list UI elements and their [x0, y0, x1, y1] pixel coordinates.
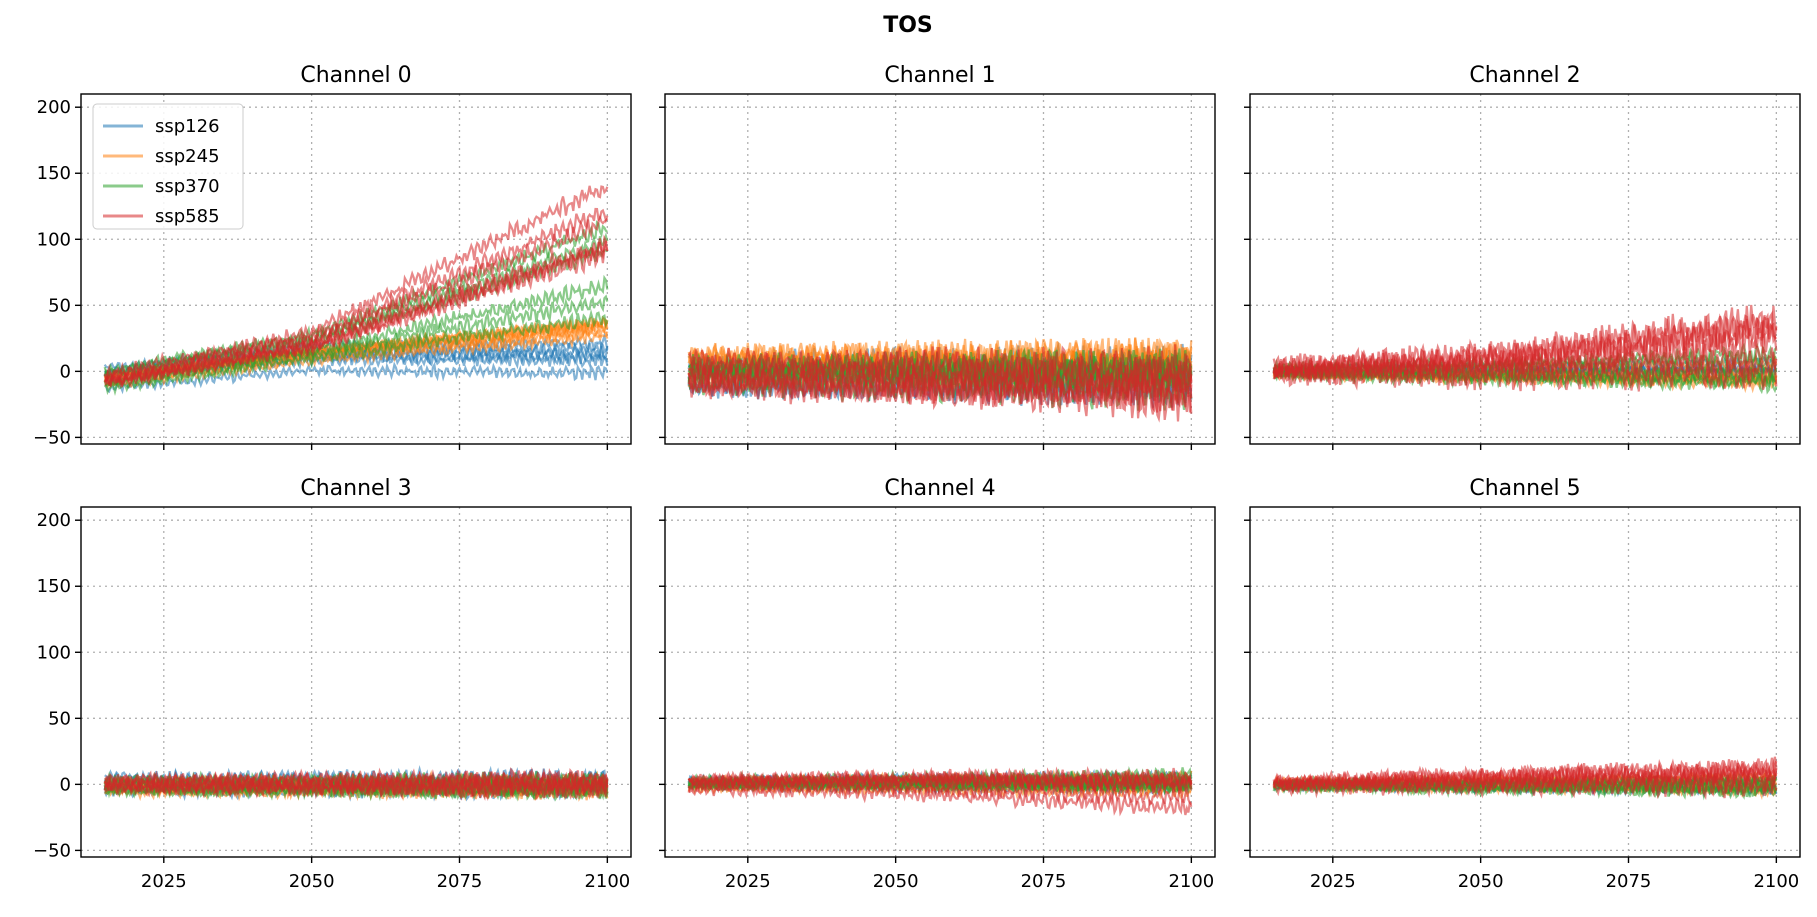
series-line-ssp126 [104, 361, 609, 395]
x-tick-label: 2025 [725, 871, 771, 892]
y-tick-label: −50 [33, 427, 71, 448]
panel-channel-5: 2025 2050 2075 2100 Channel 5 [1244, 476, 1801, 892]
y-tick-label: 50 [48, 295, 71, 316]
series-line-ssp585 [1272, 351, 1778, 392]
panel-title: Channel 3 [300, 476, 411, 501]
panel-channel-3: 2025 2050 2075 2100 −50 0 50 100 150 200 Channel 3 [33, 476, 632, 892]
x-tick-label: 2075 [1021, 871, 1067, 892]
y-tick-label: 100 [37, 229, 71, 250]
legend: ssp126 ssp245 ssp370 ssp585 [92, 103, 244, 230]
panels-container: −50 0 50 100 150 200 Channel 0 ssp126 ssp245 ssp3… [33, 63, 1801, 892]
series-line-ssp585 [104, 241, 609, 388]
panel-channel-1: Channel 1 [659, 63, 1216, 450]
panel-title: Channel 0 [300, 63, 411, 88]
series-line-ssp585 [1272, 756, 1778, 793]
y-tick-label: 50 [48, 708, 71, 729]
series-line-ssp585 [1273, 772, 1778, 801]
y-tick-label: 200 [37, 97, 71, 118]
legend-label-ssp245: ssp245 [155, 146, 220, 167]
y-tick-label: 0 [60, 774, 71, 795]
series-line-ssp585 [687, 350, 1193, 394]
figure-title: TOS [883, 13, 933, 38]
y-tick-label: 100 [37, 642, 71, 663]
panel-channel-2: Channel 2 [1244, 63, 1801, 450]
x-tick-label: 2075 [1606, 871, 1652, 892]
series-group [1272, 304, 1778, 395]
panel-title: Channel 5 [1469, 476, 1580, 501]
panel-title: Channel 1 [884, 63, 995, 88]
y-tick-label: 0 [60, 361, 71, 382]
y-tick-label: 150 [37, 163, 71, 184]
axes-frame [1249, 506, 1801, 858]
series-line-ssp585 [103, 185, 609, 383]
x-tick-label: 2075 [437, 871, 483, 892]
series-line-ssp585 [103, 776, 609, 801]
panel-channel-4: 2025 2050 2075 2100 Channel 4 [659, 476, 1216, 892]
series-group [687, 765, 1193, 817]
x-tick-label: 2100 [1753, 871, 1799, 892]
x-tick-label: 2050 [1458, 871, 1504, 892]
axes-frame [80, 506, 632, 858]
panel-channel-0: −50 0 50 100 150 200 Channel 0 ssp126 ssp245 ssp3… [33, 63, 632, 450]
legend-box [92, 103, 244, 230]
x-tick-label: 2050 [873, 871, 919, 892]
series-group [1272, 756, 1778, 801]
y-tick-label: 200 [37, 510, 71, 531]
legend-label-ssp370: ssp370 [155, 176, 220, 197]
x-tick-label: 2050 [289, 871, 335, 892]
series-line-ssp585 [687, 776, 1193, 807]
axes-frame [1249, 93, 1801, 445]
axes-frame [664, 93, 1216, 445]
axes-frame [664, 506, 1216, 858]
series-line-ssp585 [687, 368, 1193, 414]
axes-frame [80, 93, 632, 445]
x-tick-label: 2025 [141, 871, 187, 892]
series-group [103, 185, 609, 396]
series-line-ssp585 [103, 207, 609, 384]
series-group [687, 337, 1193, 423]
y-tick-label: −50 [33, 840, 71, 861]
legend-label-ssp585: ssp585 [155, 206, 220, 227]
x-tick-label: 2100 [584, 871, 630, 892]
legend-label-ssp126: ssp126 [155, 116, 220, 137]
series-line-ssp370 [103, 308, 609, 396]
y-tick-label: 150 [37, 576, 71, 597]
x-tick-label: 2100 [1168, 871, 1214, 892]
panel-title: Channel 2 [1469, 63, 1580, 88]
panel-title: Channel 4 [884, 476, 995, 501]
x-tick-label: 2025 [1310, 871, 1356, 892]
series-line-ssp585 [1272, 304, 1778, 380]
series-group [103, 764, 609, 802]
